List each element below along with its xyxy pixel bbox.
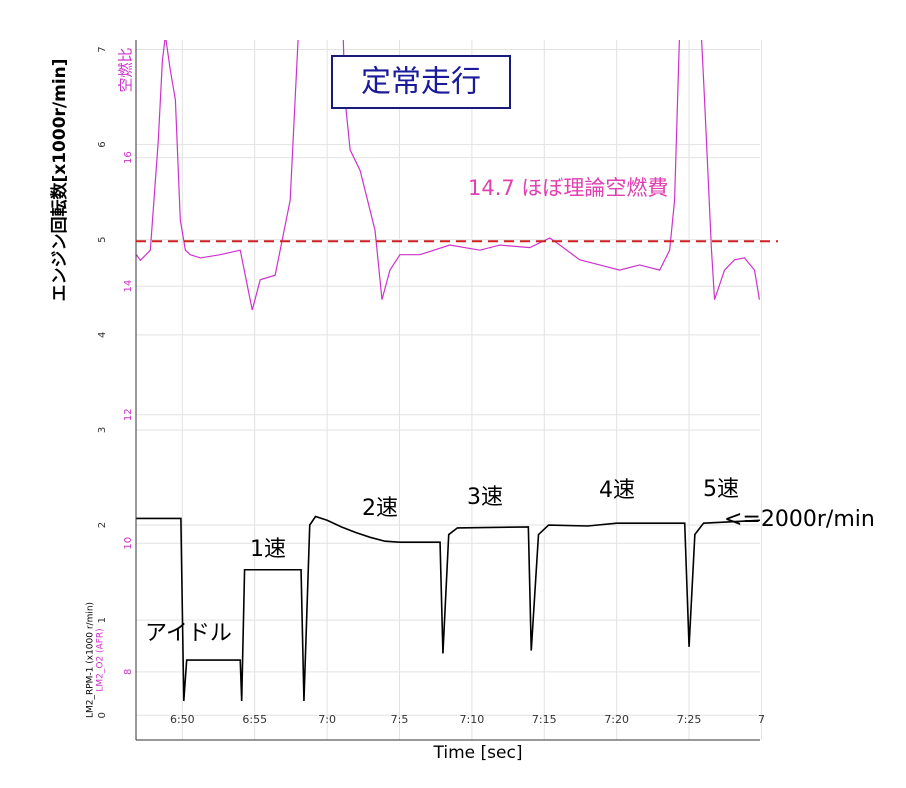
x-tick-label: 7	[758, 713, 765, 726]
x-tick-label: 7:10	[460, 713, 485, 726]
y-axis-title: エンジン回転数[x1000r/min]	[49, 58, 70, 301]
y-tick-label: 6	[97, 141, 108, 147]
title-box	[331, 55, 511, 109]
x-axis-title: Time [sec]	[433, 743, 523, 763]
x-tick-label: 7:0	[318, 713, 336, 726]
x-tick-label: 7:15	[532, 713, 557, 726]
annotation: 4速	[599, 478, 635, 503]
y-tick-label: 5	[97, 237, 108, 243]
annotation: 2速	[362, 496, 398, 521]
y2-tick-label: 14	[123, 280, 134, 293]
y-tick-label: 4	[97, 332, 108, 338]
annotation: アイドル	[145, 621, 232, 646]
series-line	[136, 515, 760, 702]
legend-entry: LM2_RPM-1 (x1000 r/min)	[86, 602, 96, 718]
annotation: 1速	[250, 537, 286, 562]
chart-title: 定常走行	[361, 65, 481, 100]
y2-tick-label: 16	[123, 151, 134, 164]
y2-tick-label: 12	[123, 408, 134, 421]
x-tick-label: 7:25	[677, 713, 702, 726]
x-tick-label: 6:50	[170, 713, 195, 726]
legend-entry: LM2_O2 (AFR)	[96, 628, 106, 691]
plot-area	[136, 40, 760, 702]
reference-label: 14.7 ほぼ理論空燃費	[468, 176, 668, 200]
y2-tick-label: 10	[123, 537, 134, 550]
series-line	[136, 40, 760, 311]
y-tick-label: 1	[97, 617, 108, 623]
y2-axis-title: 空燃比	[117, 47, 135, 92]
y-tick-label: 0	[97, 712, 108, 718]
x-tick-label: 7:20	[604, 713, 629, 726]
y2-tick-label: 8	[123, 669, 134, 675]
annotation: 3速	[467, 485, 503, 510]
y-tick-label: 2	[97, 522, 108, 528]
annotation: <=2000r/min	[724, 507, 875, 532]
annotation: 5速	[703, 477, 739, 502]
y-tick-label: 7	[97, 46, 108, 52]
x-tick-label: 7:5	[391, 713, 409, 726]
x-tick-label: 6:55	[242, 713, 267, 726]
y-tick-label: 3	[97, 427, 108, 433]
